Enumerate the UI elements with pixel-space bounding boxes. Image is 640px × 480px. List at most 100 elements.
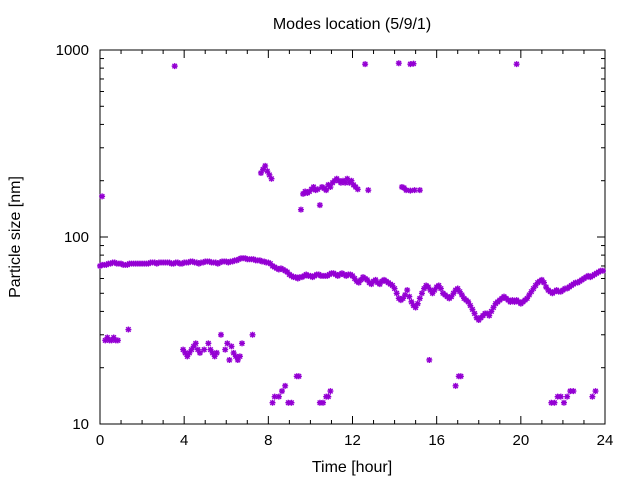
data-point xyxy=(376,281,383,288)
data-point xyxy=(452,382,459,389)
data-point xyxy=(242,255,249,262)
data-point xyxy=(125,326,132,333)
data-point xyxy=(368,281,375,288)
data-point xyxy=(412,304,419,311)
data-point xyxy=(435,282,442,289)
data-point xyxy=(538,276,545,283)
data-point xyxy=(222,346,229,353)
data-point xyxy=(414,300,421,307)
data-point xyxy=(236,353,243,360)
data-point xyxy=(469,306,476,313)
data-point xyxy=(207,346,214,353)
data-point xyxy=(427,287,434,294)
data-point xyxy=(211,353,218,360)
data-point xyxy=(407,61,414,68)
data-point xyxy=(260,166,267,173)
data-point xyxy=(560,399,567,406)
data-point xyxy=(224,340,231,347)
data-point xyxy=(465,298,472,305)
data-point xyxy=(262,162,269,169)
data-point xyxy=(408,298,415,305)
data-point xyxy=(543,284,550,291)
data-point xyxy=(426,356,433,363)
data-point xyxy=(201,346,208,353)
data-point xyxy=(189,258,196,265)
data-point xyxy=(228,343,235,350)
data-point xyxy=(403,187,410,194)
data-point xyxy=(416,295,423,302)
data-point xyxy=(418,290,425,297)
data-point xyxy=(406,293,413,300)
data-point xyxy=(182,349,189,356)
data-point xyxy=(448,293,455,300)
data-point xyxy=(234,356,241,363)
data-point xyxy=(393,290,400,297)
data-point xyxy=(250,256,257,263)
data-point xyxy=(205,340,212,347)
y-tick-label: 100 xyxy=(64,229,89,246)
data-point xyxy=(312,187,319,194)
plot-frame xyxy=(99,49,606,425)
data-point xyxy=(416,187,423,194)
data-point xyxy=(589,393,596,400)
data-point xyxy=(196,349,203,356)
data-point xyxy=(184,353,191,360)
data-point xyxy=(114,337,121,344)
data-point xyxy=(540,279,547,286)
data-point xyxy=(261,258,268,265)
x-tick-label: 8 xyxy=(264,432,272,449)
data-point xyxy=(108,337,115,344)
data-point xyxy=(213,349,220,356)
data-point xyxy=(365,187,372,194)
y-tick-label: 1000 xyxy=(56,42,89,59)
data-point xyxy=(532,282,539,289)
data-point xyxy=(235,256,242,263)
data-point xyxy=(186,349,193,356)
data-point xyxy=(592,388,599,395)
data-point xyxy=(402,291,409,298)
data-point xyxy=(357,276,364,283)
data-point xyxy=(99,193,106,200)
data-point xyxy=(567,388,574,395)
data-point xyxy=(454,285,461,292)
data-point xyxy=(349,272,356,279)
data-point xyxy=(325,393,332,400)
data-point xyxy=(467,302,474,309)
data-point xyxy=(256,257,263,264)
data-point xyxy=(457,373,464,380)
data-point xyxy=(316,202,323,209)
data-point xyxy=(209,349,216,356)
data-point xyxy=(104,334,111,341)
data-point xyxy=(180,346,187,353)
data-point xyxy=(486,312,493,319)
data-point xyxy=(288,399,295,406)
data-point xyxy=(229,258,236,265)
data-point xyxy=(364,276,371,283)
x-tick-label: 12 xyxy=(344,432,361,449)
data-point xyxy=(316,399,323,406)
x-tick-label: 16 xyxy=(428,432,445,449)
data-point xyxy=(431,287,438,294)
data-point xyxy=(526,291,533,298)
y-tick-label: 10 xyxy=(72,416,89,433)
data-point xyxy=(557,393,564,400)
data-point xyxy=(490,304,497,311)
data-point xyxy=(279,388,286,395)
data-point xyxy=(327,388,334,395)
data-point xyxy=(372,276,379,283)
data-point xyxy=(344,175,351,182)
x-tick-label: 24 xyxy=(597,432,614,449)
data-point xyxy=(190,343,197,350)
data-point xyxy=(233,257,240,264)
data-point xyxy=(226,356,233,363)
axis-tick-labels: 0 4 8 12 16 20 24 10 100 1000 xyxy=(56,42,614,449)
data-point xyxy=(225,259,232,266)
data-point xyxy=(513,61,520,68)
data-point xyxy=(110,334,117,341)
data-point xyxy=(295,373,302,380)
data-point xyxy=(456,288,463,295)
data-point xyxy=(320,399,327,406)
chart-title: Modes location (5/9/1) xyxy=(273,16,431,33)
x-axis-label: Time [hour] xyxy=(312,459,392,476)
